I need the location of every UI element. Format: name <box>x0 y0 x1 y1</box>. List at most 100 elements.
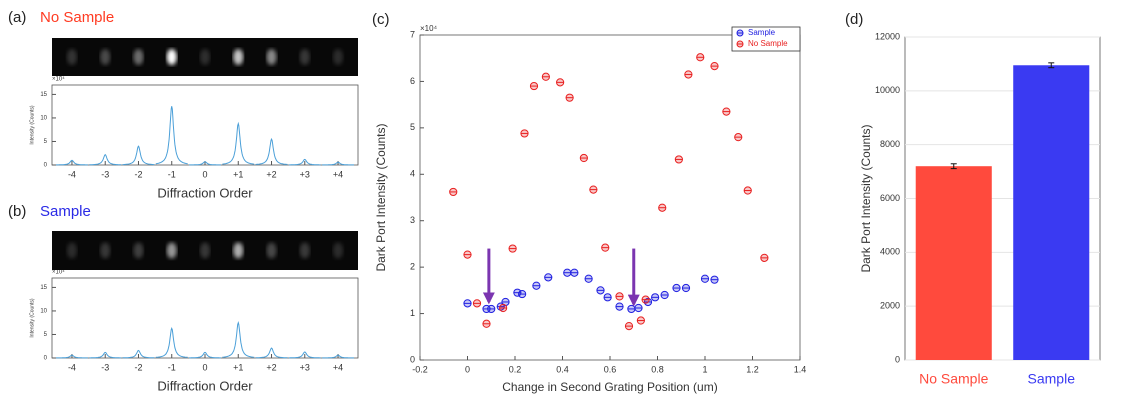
point <box>615 292 624 301</box>
peak-line <box>322 161 354 166</box>
x-tick-label: +4 <box>333 169 343 179</box>
y-tick-label: 5 <box>44 139 48 145</box>
x-tick-label: 0.4 <box>556 364 569 374</box>
x-tick-label: -4 <box>68 362 76 372</box>
y-tick-label: 5 <box>44 332 48 338</box>
plot-area <box>51 277 359 359</box>
y-axis-label: Intensity (Counts) <box>29 298 35 338</box>
x-tick-label: +1 <box>233 362 243 372</box>
y-tick-label: 10000 <box>875 85 900 95</box>
point <box>684 70 693 79</box>
x-tick-label: -2 <box>134 169 142 179</box>
y-tick-label: 7 <box>410 29 415 39</box>
y-tick-label: 3 <box>410 215 415 225</box>
point <box>634 303 643 313</box>
x-tick-label: Sample <box>1028 371 1076 387</box>
peak-line <box>122 349 155 359</box>
x-tick-label: -3 <box>101 362 109 372</box>
legend-label: Sample <box>748 28 776 37</box>
point <box>472 299 482 308</box>
panel-label: (b) <box>8 203 26 220</box>
panel-title: No Sample <box>40 9 114 26</box>
point <box>518 289 527 299</box>
x-tick-label: +4 <box>333 362 343 372</box>
y-tick-label: 1 <box>410 308 415 318</box>
y-tick-label: 5 <box>410 122 415 132</box>
y-tick-label: 15 <box>40 285 47 291</box>
point <box>463 299 472 308</box>
plot-area <box>51 84 359 166</box>
x-tick-label: +3 <box>300 362 310 372</box>
y-tick-label: 0 <box>44 356 48 362</box>
y-axis-label: Dark Port Intensity (Counts) <box>374 123 388 271</box>
point <box>565 93 574 102</box>
y-tick-label: 0 <box>44 163 48 169</box>
point <box>660 290 669 300</box>
diffraction-spot <box>233 49 244 65</box>
x-tick-label: 0.6 <box>604 364 617 374</box>
x-tick-label: +2 <box>266 169 276 179</box>
point <box>589 185 598 194</box>
point <box>556 78 565 87</box>
point <box>596 286 605 295</box>
x-axis-label: Change in Second Grating Position (um) <box>502 380 717 394</box>
peak-line <box>122 145 155 166</box>
peak-line <box>56 354 88 359</box>
y-axis-label: Dark Port Intensity (Counts) <box>859 124 873 272</box>
x-tick-label: -1 <box>168 362 176 372</box>
point <box>674 155 683 164</box>
panel-title: Sample <box>40 203 91 220</box>
y-tick-label: 4000 <box>880 247 900 257</box>
diffraction-spot <box>200 242 210 259</box>
point <box>499 303 508 313</box>
x-tick-label: 0 <box>202 169 207 179</box>
point <box>734 133 743 142</box>
x-tick-label: +3 <box>300 169 310 179</box>
point <box>627 304 636 314</box>
point <box>760 253 769 262</box>
x-tick-label: No Sample <box>919 371 988 387</box>
bar <box>1013 65 1090 360</box>
point <box>544 273 553 282</box>
diffraction-spot <box>299 49 310 65</box>
diffraction-spot <box>66 49 77 65</box>
diffraction-spot <box>200 49 210 65</box>
diffraction-spot <box>133 242 144 259</box>
y-tick-label: 0 <box>895 354 900 364</box>
point <box>651 293 660 302</box>
point <box>541 72 550 81</box>
point <box>700 274 710 283</box>
peak-line <box>288 351 321 359</box>
y-tick-label: 2 <box>410 262 415 272</box>
peak-line <box>155 106 188 165</box>
point <box>584 274 593 283</box>
y-axis-label: Intensity (Counts) <box>29 105 35 145</box>
diffraction-spot <box>100 242 111 259</box>
x-axis-label: Diffraction Order <box>157 185 253 200</box>
diffraction-spot <box>233 242 244 259</box>
x-tick-label: 0.8 <box>651 364 664 374</box>
x-tick-label: -2 <box>134 362 142 372</box>
x-tick-label: 0.2 <box>509 364 522 374</box>
peak-line <box>322 354 354 359</box>
plot-area <box>419 34 801 361</box>
diffraction-spot <box>266 49 277 65</box>
peak-line <box>56 159 88 166</box>
point <box>722 107 731 116</box>
legend-label: No Sample <box>748 39 788 48</box>
y-tick-label: 10 <box>40 116 47 122</box>
point <box>487 304 496 314</box>
y-tick-label: 6000 <box>880 193 900 203</box>
x-tick-label: +2 <box>266 362 276 372</box>
point <box>601 243 610 252</box>
point <box>570 268 579 277</box>
point <box>603 293 612 302</box>
diffraction-spot <box>166 49 177 65</box>
point <box>743 186 752 195</box>
peak-line <box>189 161 221 166</box>
point <box>641 295 650 304</box>
x-tick-label: 1.2 <box>746 364 759 374</box>
point <box>696 53 705 62</box>
peak-line <box>222 320 255 358</box>
